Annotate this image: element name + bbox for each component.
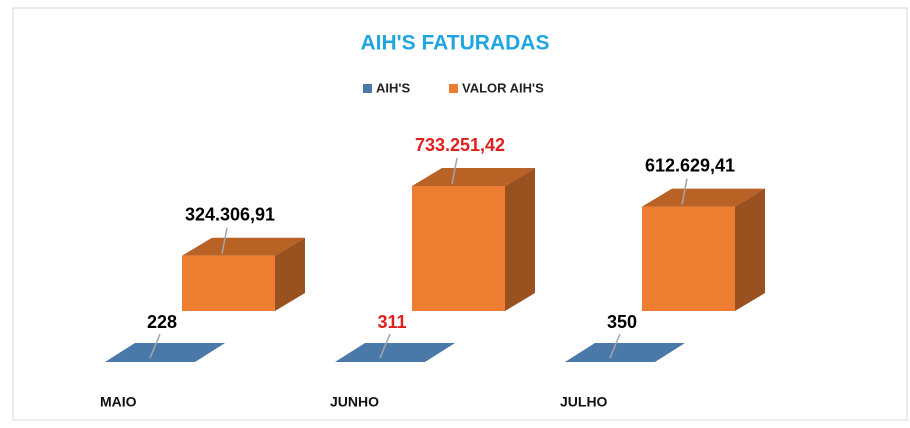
bar [642, 206, 735, 311]
bar-top [642, 188, 765, 207]
bar-side [735, 188, 765, 311]
bar-side [505, 168, 535, 311]
value-label: 350 [607, 312, 637, 332]
chart-title: AIH'S FATURADAS [361, 32, 550, 55]
leader-line [379, 333, 391, 359]
bar [335, 342, 455, 362]
leader-line [149, 333, 161, 359]
x-tick-label: JUNHO [330, 394, 379, 410]
bar-top [182, 237, 305, 256]
legend-label: VALOR AIH'S [462, 80, 544, 95]
bar-side [275, 237, 305, 311]
value-label: 228 [147, 312, 177, 332]
leader-line [451, 157, 458, 185]
value-label: 733.251,42 [415, 135, 505, 155]
leader-line [681, 178, 688, 205]
bar [182, 255, 275, 311]
bar [105, 342, 225, 362]
bar [565, 342, 685, 362]
legend-swatch [449, 84, 458, 93]
value-label: 324.306,91 [185, 204, 275, 224]
bar [412, 186, 505, 311]
x-tick-label: MAIO [100, 394, 137, 410]
legend-label: AIH'S [376, 80, 410, 95]
value-label: 311 [377, 312, 406, 332]
leader-line [221, 227, 228, 254]
leader-line [609, 333, 621, 359]
bar-top [412, 168, 535, 186]
value-label: 612.629,41 [645, 155, 735, 175]
x-tick-label: JULHO [560, 394, 608, 410]
legend-swatch [363, 84, 372, 93]
